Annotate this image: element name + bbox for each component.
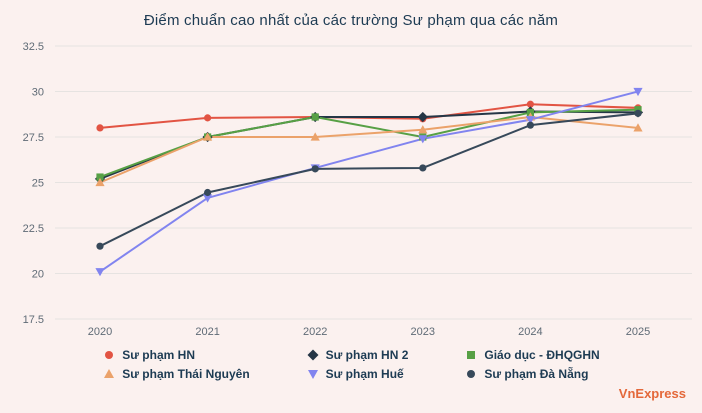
data-point[interactable] [634,109,642,117]
legend-item-4[interactable]: Sư phạm Thái Nguyên [102,367,250,381]
data-point[interactable] [96,173,104,181]
square-marker-icon [467,351,476,359]
data-point[interactable] [526,100,535,108]
legend-label: Sư phạm HN 2 [325,348,409,362]
diamond-marker-icon [307,349,319,361]
data-point[interactable] [525,116,535,125]
y-axis-tick-label: 30 [32,87,44,99]
circle-marker-icon [105,351,114,359]
data-point[interactable] [633,87,643,97]
legend-item-1[interactable]: Sư phạm HN [102,348,249,362]
y-axis-tick-label: 22.5 [23,223,44,235]
data-point[interactable] [419,164,427,172]
legend-label: Sư phạm Thái Nguyên [122,367,250,381]
series-line-5 [99,90,639,273]
x-axis-tick-label: 2020 [88,326,112,338]
legend-item-3[interactable]: Giáo dục - ĐHQGHN [464,348,600,362]
x-axis-tick-label: 2021 [195,326,219,338]
data-point[interactable] [95,268,105,277]
x-axis-tick-label: 2025 [626,326,650,338]
data-point[interactable] [204,114,212,122]
data-point[interactable] [526,121,535,129]
legend-label: Giáo dục - ĐHQGHN [484,348,600,362]
y-axis-tick-label: 27.5 [23,132,44,144]
series-line-6 [99,112,639,248]
data-point[interactable] [96,124,104,132]
x-axis-tick-label: 2022 [303,326,327,338]
data-point[interactable] [204,188,212,197]
legend-label: Sư phạm Huế [325,367,404,381]
data-point[interactable] [418,125,428,134]
data-point[interactable] [633,123,643,132]
legend-item-2[interactable]: Sư phạm HN 2 [306,348,409,362]
data-point[interactable] [418,135,428,144]
triangle-marker-icon [104,369,115,378]
data-point[interactable] [311,165,319,173]
data-point[interactable] [203,132,213,141]
legend-label: Sư phạm Đà Nẵng [484,367,589,381]
data-point[interactable] [95,177,105,187]
data-point[interactable] [310,132,320,141]
data-point[interactable] [417,111,428,123]
data-point[interactable] [311,113,319,121]
chart-title: Điểm chuẩn cao nhất của các trường Sư ph… [143,12,559,29]
legend-label: Sư phạm HN [122,348,195,362]
data-point[interactable] [96,242,104,250]
y-axis-tick-label: 17.5 [23,314,44,326]
circle-marker-icon [467,370,476,378]
brand-vnexpress: VnExpress [618,386,686,401]
y-axis-tick-label: 25 [32,178,44,190]
y-axis-tick-label: 32.5 [23,41,44,53]
series-line-4 [99,115,639,184]
line-chart: 17.5 20 22.5 25 27.5 30 32.5 2020 2021 2022 2023 20… [23,41,692,338]
legend-item-6[interactable]: Sư phạm Đà Nẵng [464,367,599,381]
legend-item-5[interactable]: Sư phạm Huế [306,367,409,381]
x-axis-tick-label: 2024 [518,326,542,338]
x-axis-tick-label: 2023 [411,326,435,338]
triangle-down-marker-icon [307,370,318,379]
y-axis-tick-label: 20 [32,269,44,281]
data-point[interactable] [634,106,642,114]
chart-legend: Sư phạm HN Sư phạm HN 2 Giáo dục - ĐHQGHN S… [0,348,702,381]
data-point[interactable] [203,194,213,203]
